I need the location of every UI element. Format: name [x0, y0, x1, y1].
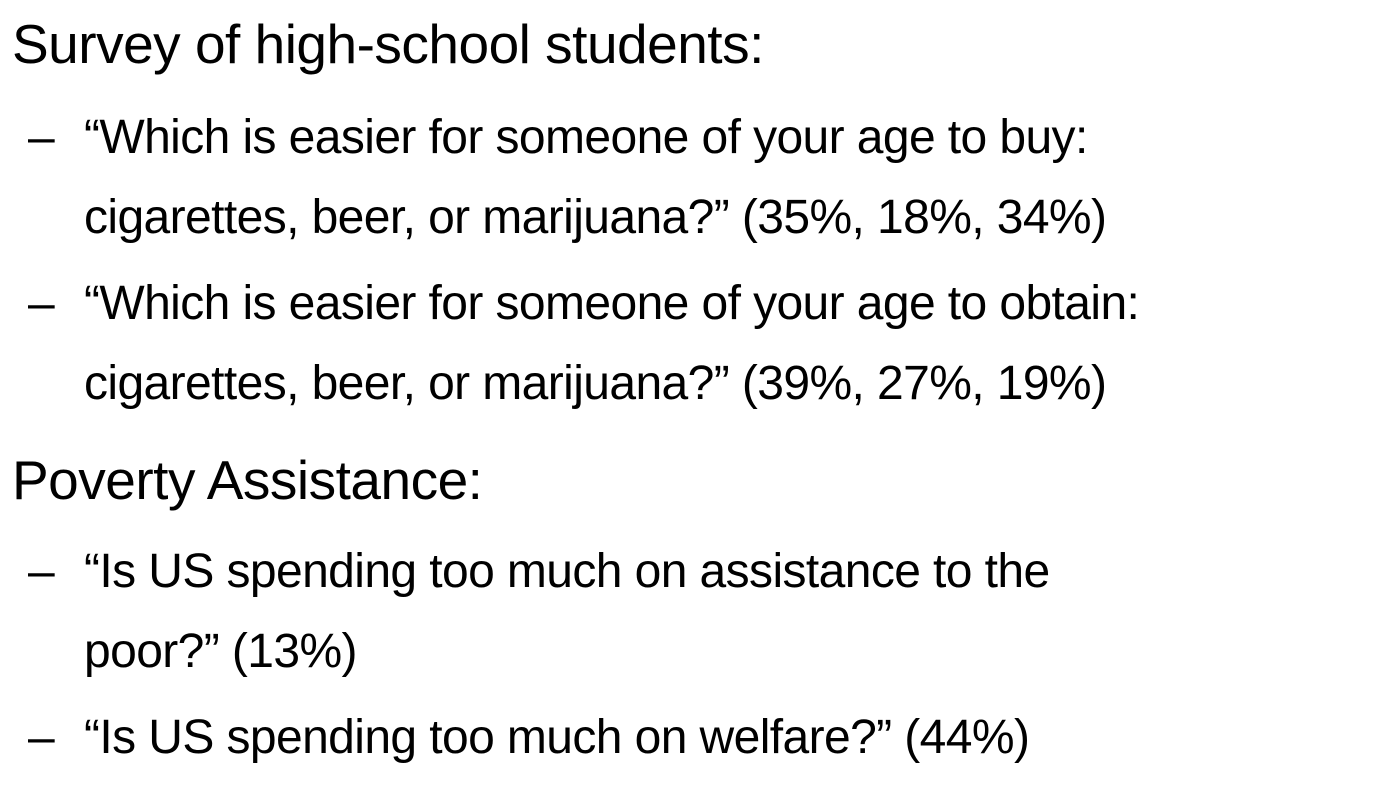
bullet-text: “Which is easier for someone of your age… — [84, 98, 1107, 258]
bullet-line: poor?” (13%) — [84, 625, 358, 678]
bullet-text: “Is US spending too much on welfare?” (4… — [84, 698, 1030, 778]
bullet-line: “Which is easier for someone of your age… — [84, 111, 1088, 164]
bullet-dash: – — [28, 111, 55, 164]
bullet-dash: – — [28, 277, 55, 330]
bullet-dash: – — [28, 545, 55, 598]
bullet-line: cigarettes, beer, or marijuana?” (35%, 1… — [84, 191, 1107, 244]
bullet-text: “Which is easier for someone of your age… — [84, 264, 1140, 424]
bullet-line: “Is US spending too much on assistance t… — [84, 545, 1050, 598]
bullet-dash: – — [28, 711, 55, 764]
section-heading-survey: Survey of high-school students: — [12, 13, 764, 75]
bullet-line: “Which is easier for someone of your age… — [84, 277, 1140, 330]
bullet-line: “Is US spending too much on welfare?” (4… — [84, 711, 1030, 764]
bullet-line: cigarettes, beer, or marijuana?” (39%, 2… — [84, 357, 1107, 410]
bullet-text: “Is US spending too much on assistance t… — [84, 532, 1050, 692]
section-heading-poverty: Poverty Assistance: — [12, 449, 483, 511]
